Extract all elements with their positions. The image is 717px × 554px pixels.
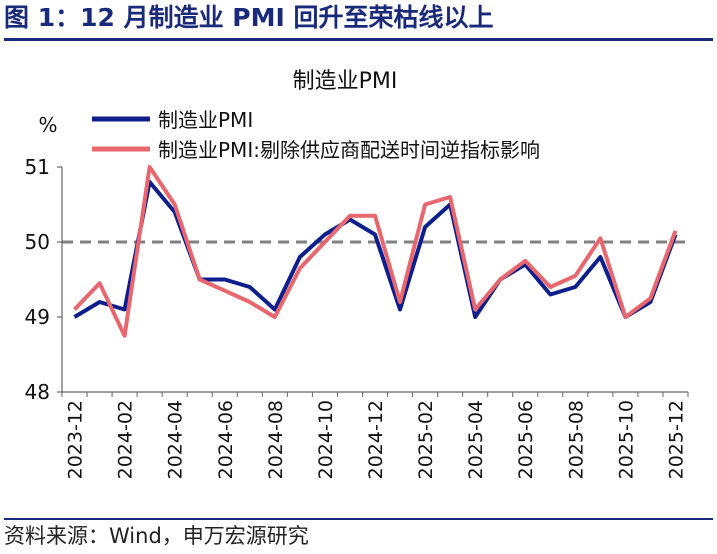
x-tick-label: 2024-08 (265, 400, 287, 479)
legend-label-adjusted: 制造业PMI:剔除供应商配送时间逆指标影响 (158, 138, 540, 162)
series-line-adjusted (73, 165, 678, 338)
y-tick-label: 51 (25, 155, 50, 179)
x-tick-label: 2024-10 (315, 400, 337, 479)
x-tick-label: 2025-06 (515, 400, 537, 479)
legend-label-pmi: 制造业PMI (158, 108, 253, 132)
x-tick-label: 2024-06 (215, 400, 237, 479)
x-tick-label: 2025-12 (665, 400, 687, 479)
y-tick-label: 50 (25, 230, 50, 254)
x-axis-ticks: 2023-12 2024-02 2024-04 2024-06 2024-08 2024-… (61, 392, 689, 479)
x-tick-label: 2025-10 (615, 400, 637, 479)
x-tick-label: 2023-12 (65, 400, 87, 479)
x-tick-label: 2025-08 (565, 400, 587, 479)
x-tick-label: 2024-02 (115, 400, 137, 479)
y-unit-label: % (38, 113, 57, 137)
x-tick-label: 2024-12 (365, 400, 387, 479)
x-tick-label: 2025-02 (415, 400, 437, 479)
y-tick-label: 49 (25, 305, 50, 329)
source-note: 资料来源：Wind，申万宏源研究 (4, 518, 713, 554)
chart-title: 制造业PMI (293, 69, 398, 94)
figure-title: 图 1：12 月制造业 PMI 回升至荣枯线以上 (4, 0, 713, 41)
y-axis-ticks: 48 49 50 51 (25, 155, 62, 404)
series-line-pmi (73, 180, 678, 319)
x-tick-label: 2024-04 (165, 400, 187, 479)
y-tick-label: 48 (25, 380, 50, 404)
x-tick-label: 2025-04 (465, 400, 487, 479)
legend: 制造业PMI 制造业PMI:剔除供应商配送时间逆指标影响 (92, 108, 540, 162)
